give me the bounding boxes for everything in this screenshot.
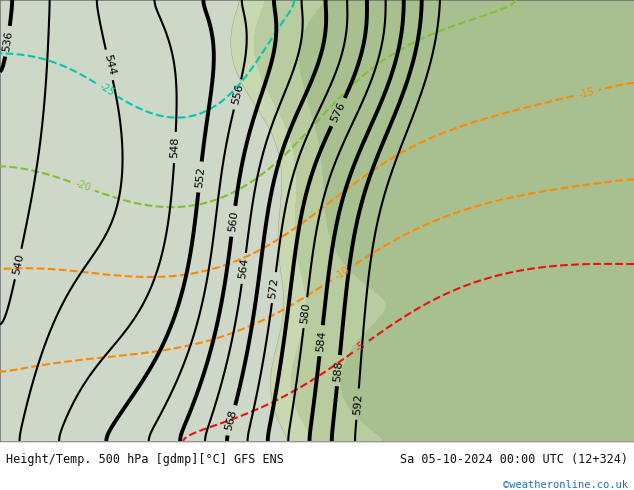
Text: 560: 560 xyxy=(227,210,240,232)
Text: 556: 556 xyxy=(230,83,245,106)
Text: ©weatheronline.co.uk: ©weatheronline.co.uk xyxy=(503,480,628,490)
Text: 568: 568 xyxy=(224,409,239,432)
Text: 540: 540 xyxy=(11,253,25,275)
Text: 584: 584 xyxy=(315,330,327,352)
Text: 548: 548 xyxy=(169,137,181,158)
Text: 592: 592 xyxy=(352,393,363,415)
Text: -15: -15 xyxy=(578,86,595,99)
Text: Height/Temp. 500 hPa [gdmp][°C] GFS ENS: Height/Temp. 500 hPa [gdmp][°C] GFS ENS xyxy=(6,453,284,466)
Text: 564: 564 xyxy=(238,257,250,280)
Text: 580: 580 xyxy=(299,302,311,324)
Text: 576: 576 xyxy=(329,100,347,124)
Text: Sa 05-10-2024 00:00 UTC (12+324): Sa 05-10-2024 00:00 UTC (12+324) xyxy=(399,453,628,466)
Text: -25: -25 xyxy=(98,81,116,98)
Text: -5: -5 xyxy=(354,340,368,353)
Text: -10: -10 xyxy=(333,264,351,281)
Text: 536: 536 xyxy=(1,30,14,52)
Text: 552: 552 xyxy=(194,166,206,188)
Text: 572: 572 xyxy=(268,276,280,299)
Text: 588: 588 xyxy=(332,360,344,382)
Text: 544: 544 xyxy=(102,53,117,76)
Text: -20: -20 xyxy=(74,179,92,194)
